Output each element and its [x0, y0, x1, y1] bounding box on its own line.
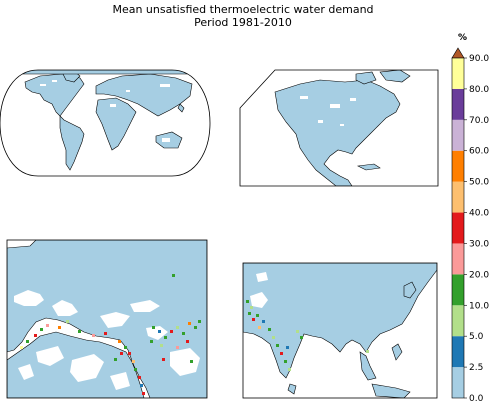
america-land — [274, 79, 401, 186]
europe-hotspots — [20, 274, 201, 395]
chart-title: Mean unsatisfied thermoelectric water de… — [112, 3, 373, 16]
colorbar-extend-triangle — [451, 47, 465, 59]
colorbar-bin — [452, 150, 464, 182]
colorbar-bin — [452, 336, 464, 368]
colorbar-tick-label: 60.0 — [469, 147, 489, 157]
colorbar-tick-label: 90.0 — [469, 54, 489, 64]
colorbar-tick-label: 2.5 — [469, 363, 483, 373]
colorbar-unit-label: % — [458, 33, 467, 43]
colorbar-outline — [451, 57, 465, 399]
colorbar-tick-label: 10.0 — [469, 301, 489, 311]
world-specks — [40, 80, 170, 142]
colorbar-tick-label: 0.0 — [469, 394, 484, 404]
colorbar-tick-label: 40.0 — [469, 209, 489, 219]
america-frame — [239, 69, 439, 187]
colorbar: % 0.0 2.5 5.0 10.0 20.0 30.0 40.0 50.0 60.0 70.0 8… — [451, 33, 489, 404]
colorbar-tick-label: 50.0 — [469, 178, 489, 188]
chart-subtitle: Period 1981-2010 — [194, 16, 292, 29]
europe-frame — [6, 239, 208, 399]
panel-world — [0, 69, 211, 177]
colorbar-bin — [452, 274, 464, 306]
colorbar-bin — [452, 243, 464, 275]
colorbar-bin — [452, 367, 464, 398]
colorbar-tick-label: 80.0 — [469, 85, 489, 95]
colorbar-bin — [452, 305, 464, 337]
colorbar-tick-label: 20.0 — [469, 270, 489, 280]
colorbar-bin — [452, 119, 464, 151]
world-frame — [0, 69, 211, 177]
colorbar-bin — [452, 88, 464, 120]
panel-north-america — [239, 69, 439, 187]
panel-europe — [6, 239, 208, 399]
asia-hotspots — [246, 300, 369, 371]
asia-frame — [242, 262, 438, 399]
colorbar-tick-label: 5.0 — [469, 332, 484, 342]
colorbar-tick-label: 30.0 — [469, 239, 489, 249]
colorbar-bin — [452, 58, 464, 89]
colorbar-bin — [452, 212, 464, 244]
colorbar-tick-label: 70.0 — [469, 116, 489, 126]
asia-land — [243, 263, 437, 379]
panel-asia — [242, 262, 438, 399]
colorbar-bin — [452, 181, 464, 213]
